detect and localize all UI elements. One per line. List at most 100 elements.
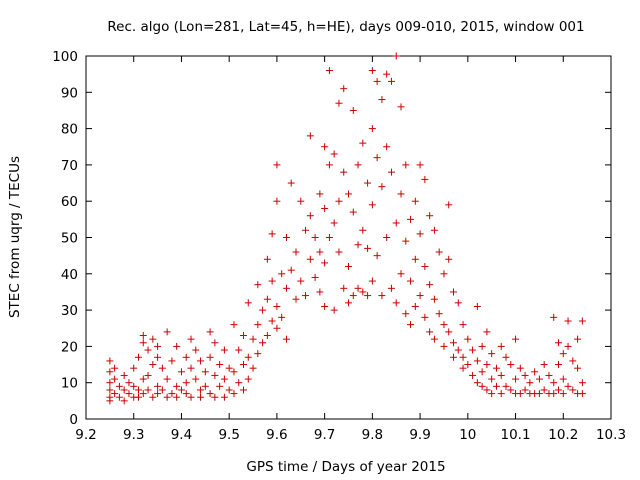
data-point [488, 350, 496, 358]
data-point [182, 353, 190, 361]
data-point [387, 168, 395, 176]
data-point [450, 288, 457, 296]
data-point [292, 295, 300, 303]
data-point [201, 382, 209, 390]
data-point [364, 179, 372, 187]
data-point [120, 371, 128, 379]
data-point [354, 241, 362, 249]
data-point [364, 244, 372, 252]
data-point [115, 382, 123, 390]
data-point [154, 382, 162, 390]
data-point [321, 302, 329, 310]
data-point [244, 375, 252, 383]
data-point [111, 375, 119, 383]
data-point [430, 335, 438, 343]
data-point [235, 379, 243, 387]
data-point [325, 234, 333, 241]
data-point [220, 346, 228, 354]
data-point [139, 390, 147, 398]
data-point [555, 361, 562, 369]
data-point [411, 197, 419, 205]
data-point [340, 284, 348, 292]
data-point [335, 197, 343, 205]
data-point [297, 277, 305, 285]
data-point [574, 335, 582, 343]
x-tick-label: 10 [459, 427, 476, 443]
data-point [564, 317, 572, 325]
data-point [130, 382, 138, 390]
data-point [182, 390, 190, 398]
data-point [359, 226, 367, 234]
data-point [416, 161, 424, 169]
data-point [473, 357, 481, 365]
data-point [302, 226, 310, 234]
data-point [416, 292, 424, 300]
data-point [211, 339, 219, 347]
data-point [273, 197, 281, 205]
data-point [230, 321, 238, 329]
data-point [135, 353, 142, 361]
data-point [526, 379, 534, 387]
data-point [220, 375, 228, 383]
data-point [373, 154, 381, 162]
data-point [206, 353, 214, 361]
data-point [249, 335, 257, 343]
data-point [154, 353, 162, 361]
data-point [263, 255, 271, 263]
y-tick-label: 50 [61, 231, 78, 247]
data-point [440, 342, 448, 350]
data-point [488, 390, 496, 398]
data-point [197, 393, 205, 401]
data-point [259, 306, 267, 314]
data-point [578, 317, 586, 325]
data-point [216, 382, 224, 390]
data-point [559, 350, 567, 358]
data-point [402, 310, 410, 318]
data-point [163, 375, 171, 383]
data-point [383, 70, 391, 78]
data-point [282, 234, 290, 241]
data-point [478, 368, 486, 376]
data-point [430, 226, 438, 234]
x-tick-labels: 9.2 9.3 9.4 9.5 9.6 9.7 9.8 9.9 10 10.1 10.2 10.3 [75, 427, 626, 443]
data-point [111, 364, 119, 372]
data-point [154, 342, 162, 350]
data-point [521, 371, 529, 379]
data-point [407, 277, 415, 285]
data-point [349, 106, 357, 114]
data-point [149, 393, 157, 401]
data-point [392, 52, 400, 60]
x-tick-label: 9.5 [218, 427, 239, 443]
data-point [445, 255, 453, 263]
data-point [349, 292, 357, 300]
data-point [473, 379, 481, 387]
data-point [345, 299, 352, 307]
data-point [106, 397, 114, 405]
data-point [287, 179, 295, 187]
x-tick-label: 9.3 [123, 427, 144, 443]
data-point [564, 342, 572, 350]
data-point [149, 335, 157, 343]
y-tick-labels: 0 10 20 30 40 50 60 70 80 90 100 [52, 49, 78, 428]
data-point [225, 364, 233, 372]
data-point [540, 386, 548, 394]
data-point [502, 353, 510, 361]
data-point [550, 313, 558, 321]
data-point [173, 393, 181, 401]
data-point [306, 255, 314, 263]
data-point [187, 335, 195, 343]
data-point [278, 270, 286, 278]
data-point [321, 204, 329, 212]
data-point [345, 263, 352, 271]
data-point [302, 292, 310, 300]
data-point [469, 371, 477, 379]
data-point [411, 255, 419, 263]
data-point [445, 328, 453, 336]
data-point [335, 248, 343, 256]
x-tick-label: 9.6 [266, 427, 287, 443]
data-point [139, 332, 147, 340]
data-point [397, 270, 405, 278]
data-point [555, 339, 562, 347]
data-point [445, 201, 453, 209]
